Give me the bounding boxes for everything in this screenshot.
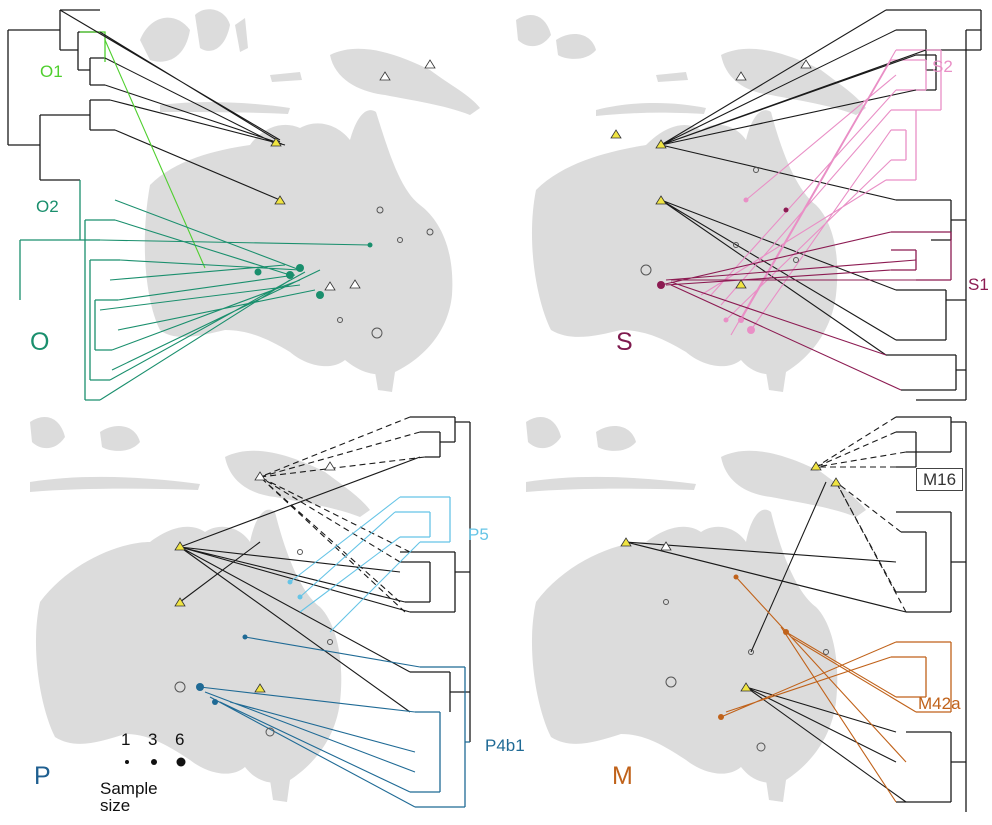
indonesia-islands [140, 9, 302, 114]
clade-label-o2: O2 [36, 197, 59, 216]
panel-m-sample-points [663, 574, 829, 752]
australia-landmass [144, 110, 453, 392]
panel-p-legend-circles [125, 757, 186, 767]
australia-landmass [531, 110, 838, 392]
panel-o-o1-tree [80, 31, 106, 62]
legend-size-1: 1 [121, 730, 131, 749]
panel-s-sample-points [640, 167, 799, 334]
panel-m-map [526, 416, 967, 812]
panel-o: O1 O2 O [0, 0, 496, 412]
new-guinea-landmass [225, 450, 370, 517]
new-guinea-landmass [721, 48, 866, 115]
indonesia-islands [526, 417, 696, 492]
panel-s-map [516, 9, 982, 401]
panel-o-sample-points [254, 206, 434, 339]
panel-o-map [7, 9, 480, 401]
panel-m-ancient-samples [620, 461, 842, 692]
panel-s: S2 S1 S [496, 0, 992, 412]
australia-landmass [531, 509, 838, 802]
panel-o-o2-tree [19, 180, 120, 401]
indonesia-islands [30, 417, 200, 492]
panel-p-tree [400, 416, 471, 742]
clade-label-m42a: M42a [918, 694, 961, 713]
panel-p: P5 P4b1 P 1 3 6 Sample size [0, 412, 525, 825]
panel-letter-p: P [34, 762, 51, 790]
panel-m-m42a-tree [891, 641, 952, 713]
panel-m-tree [896, 416, 967, 812]
panel-p-links [179, 416, 426, 808]
panel-s-links [660, 9, 927, 391]
panel-o-links [59, 9, 371, 401]
clade-label-p4b1: P4b1 [485, 736, 525, 755]
clade-label-o1: O1 [40, 62, 63, 81]
legend-size-3: 3 [148, 730, 158, 749]
panel-s-ancient-samples [610, 59, 812, 289]
panel-m: M16 M42a M [496, 412, 992, 825]
panel-p-ancient-samples [174, 461, 336, 693]
panel-o-tree [7, 9, 115, 181]
clade-label-m16: M16 [916, 468, 964, 491]
new-guinea-landmass [330, 48, 480, 115]
panel-s-s1-tree [891, 231, 952, 281]
panel-o-ancient-samples [270, 59, 436, 291]
new-guinea-landmass [721, 450, 866, 517]
panel-p-p5-tree [395, 496, 451, 543]
panel-p-map [30, 416, 471, 808]
panel-p-sample-points [174, 549, 333, 737]
panel-m-links [625, 416, 917, 803]
legend-title: Sample size [100, 779, 158, 815]
clade-label-s1: S1 [968, 275, 989, 294]
clade-label-s2: S2 [932, 57, 953, 76]
legend-size-6: 6 [175, 730, 185, 749]
indonesia-islands [516, 15, 706, 116]
panel-p-p4b1-tree [410, 666, 470, 808]
panel-letter-s: S [616, 328, 633, 356]
panel-s-s2-tree [886, 49, 942, 181]
clade-label-p5: P5 [468, 525, 489, 544]
panel-letter-m: M [612, 762, 633, 790]
panel-letter-o: O [30, 328, 50, 356]
